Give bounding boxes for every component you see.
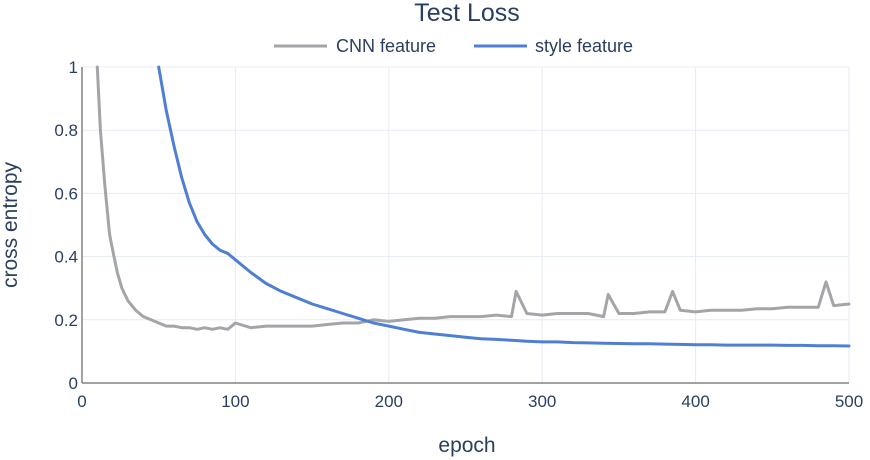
y-tick-label: 0.4 bbox=[54, 248, 78, 267]
axes: 0 100 200 300 400 500 0 0.2 0.4 0.6 0.8 1 bbox=[54, 58, 863, 411]
y-tick-label: 0 bbox=[69, 374, 78, 393]
legend: CNN feature style feature bbox=[274, 36, 633, 56]
legend-label-style-feature: style feature bbox=[535, 36, 633, 56]
x-tick-label: 300 bbox=[528, 392, 556, 411]
x-tick-label: 100 bbox=[221, 392, 249, 411]
y-tick-label: 1 bbox=[69, 58, 78, 77]
legend-label-cnn-feature: CNN feature bbox=[336, 36, 436, 56]
x-tick-label: 400 bbox=[681, 392, 709, 411]
y-axis-label: cross entropy bbox=[0, 161, 22, 288]
y-tick-label: 0.6 bbox=[54, 184, 78, 203]
chart-title: Test Loss bbox=[414, 0, 520, 27]
x-tick-label: 500 bbox=[835, 392, 863, 411]
x-axis-label: epoch bbox=[438, 434, 495, 457]
gridlines bbox=[81, 66, 850, 383]
y-tick-label: 0.8 bbox=[54, 121, 78, 140]
x-tick-label: 0 bbox=[77, 392, 86, 411]
series-line-cnn-feature bbox=[95, 65, 851, 331]
y-tick-label: 0.2 bbox=[54, 311, 78, 330]
series-line-style-feature bbox=[157, 65, 851, 348]
plot-series bbox=[95, 65, 851, 348]
x-tick-label: 200 bbox=[375, 392, 403, 411]
